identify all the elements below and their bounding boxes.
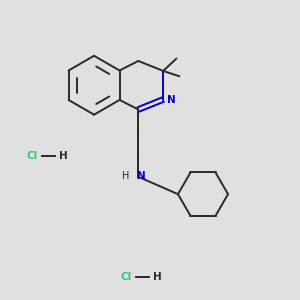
Text: H: H — [59, 151, 68, 161]
Text: Cl: Cl — [121, 272, 132, 282]
Text: N: N — [167, 94, 176, 104]
Text: N: N — [137, 171, 146, 181]
Text: Cl: Cl — [27, 151, 38, 161]
Text: H: H — [153, 272, 162, 282]
Text: H: H — [122, 171, 130, 181]
